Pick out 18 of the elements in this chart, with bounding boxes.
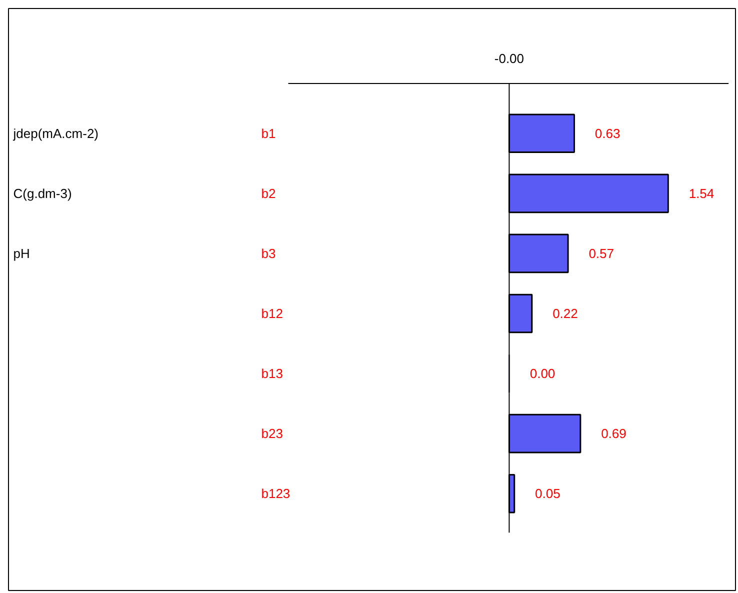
data-label: 0.00 bbox=[530, 366, 556, 382]
text: C(g.dm-3) bbox=[13, 186, 72, 201]
y-tick-label: b23 bbox=[261, 426, 283, 442]
data-label: 1.54 bbox=[688, 186, 714, 201]
text: jdep(mA.cm-2) bbox=[12, 126, 99, 141]
y-tick-label: b13 bbox=[261, 366, 283, 382]
data-label: 0.22 bbox=[552, 306, 578, 322]
data-label: 0.63 bbox=[594, 126, 620, 141]
y-tick-label: b2 bbox=[261, 186, 276, 201]
text: -0.00 bbox=[494, 50, 524, 66]
y-tick-label: b1 bbox=[261, 126, 276, 141]
data-label: 0.57 bbox=[588, 246, 614, 261]
data-label: 0.05 bbox=[535, 486, 560, 502]
y-tick-label: b12 bbox=[261, 306, 283, 322]
y-tick-label: b123 bbox=[261, 486, 290, 502]
data-label: 0.69 bbox=[601, 426, 626, 442]
y-tick-label: b3 bbox=[261, 246, 276, 261]
text: pH bbox=[13, 246, 30, 261]
